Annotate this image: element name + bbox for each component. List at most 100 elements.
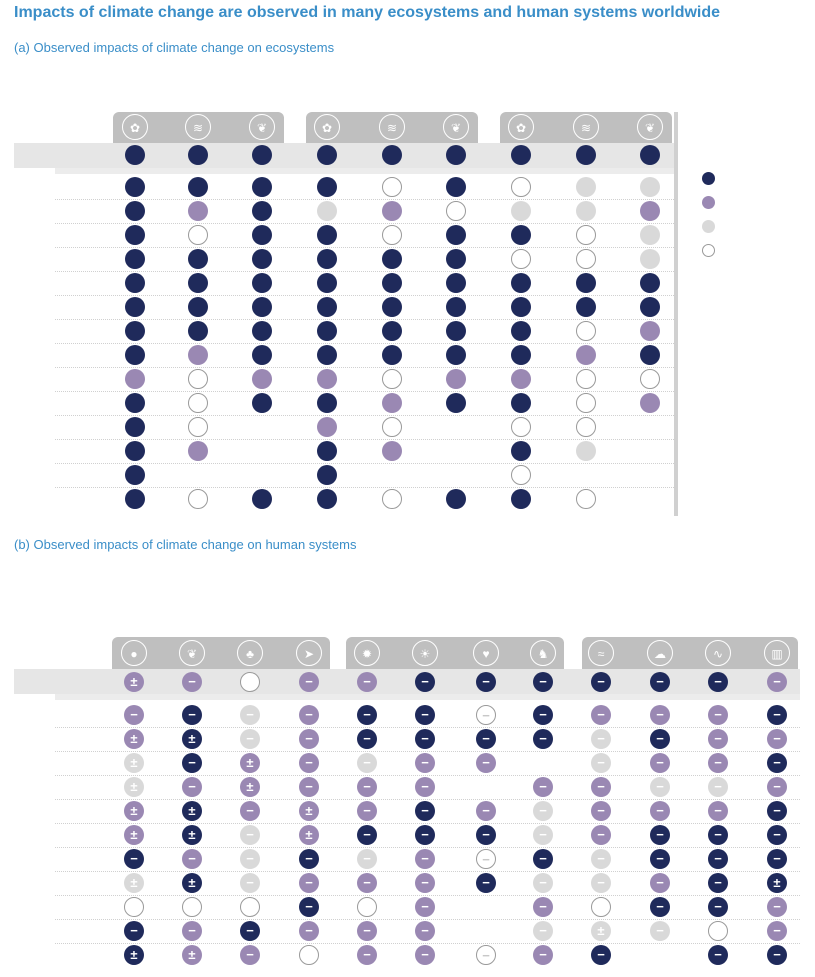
high-confidence-dot-adverse-impact: − bbox=[415, 729, 435, 749]
medium-confidence-dot-adverse-impact: − bbox=[357, 873, 377, 893]
limited-evidence-dot bbox=[382, 177, 402, 197]
high-confidence-dot-adverse-impact: − bbox=[708, 873, 728, 893]
high-confidence-dot bbox=[317, 393, 337, 413]
medium-confidence-dot bbox=[640, 393, 660, 413]
medium-confidence-dot-adverse-impact: − bbox=[357, 777, 377, 797]
high-confidence-dot bbox=[317, 321, 337, 341]
high-confidence-dot-adverse-impact: − bbox=[708, 897, 728, 917]
medium-confidence-dot-adverse-impact: − bbox=[415, 945, 435, 965]
row-divider bbox=[55, 823, 800, 825]
high-confidence-dot bbox=[640, 297, 660, 317]
medium-confidence-dot-adverse-impact: − bbox=[533, 897, 553, 917]
low-confidence-dot-adverse-impact: − bbox=[240, 873, 260, 893]
separator-band bbox=[55, 168, 674, 174]
high-confidence-dot bbox=[317, 297, 337, 317]
low-confidence-dot bbox=[511, 201, 531, 221]
medium-confidence-dot-adverse-impact: − bbox=[415, 873, 435, 893]
high-confidence-dot-adverse-impact: − bbox=[767, 945, 787, 965]
heat-figure-icon: ☀ bbox=[412, 640, 438, 666]
low-confidence-dot-adverse-impact: − bbox=[357, 753, 377, 773]
high-confidence-dot bbox=[125, 249, 145, 269]
limited-evidence-dot bbox=[708, 921, 728, 941]
limited-evidence-dot-adverse-impact: − bbox=[476, 849, 496, 869]
high-confidence-dot-adverse-impact: − bbox=[124, 921, 144, 941]
high-confidence-dot bbox=[252, 249, 272, 269]
high-confidence-dot-adverse-impact: − bbox=[357, 825, 377, 845]
low-confidence-dot-adverse-impact: − bbox=[591, 849, 611, 869]
row-divider bbox=[55, 463, 674, 465]
high-confidence-dot-adverse-impact: − bbox=[650, 897, 670, 917]
ocean-fish-icon: ❦ bbox=[637, 114, 663, 140]
high-confidence-dot-adverse-impact: − bbox=[708, 672, 728, 692]
low-confidence-dot-adverse-impact: − bbox=[650, 921, 670, 941]
medium-confidence-dot-adverse-impact: − bbox=[708, 705, 728, 725]
high-confidence-dot bbox=[125, 225, 145, 245]
high-confidence-dot bbox=[125, 489, 145, 509]
high-confidence-dot-mixed-impact: ± bbox=[182, 729, 202, 749]
high-confidence-dot-mixed-impact: ± bbox=[182, 801, 202, 821]
economy-chart-icon: ▥ bbox=[764, 640, 790, 666]
plant-circle-icon: ✿ bbox=[314, 114, 340, 140]
row-divider bbox=[55, 727, 800, 729]
high-confidence-dot bbox=[317, 489, 337, 509]
medium-confidence-dot-mixed-impact: ± bbox=[124, 825, 144, 845]
medium-confidence-dot-adverse-impact: − bbox=[415, 777, 435, 797]
high-confidence-dot-mixed-impact: ± bbox=[182, 873, 202, 893]
medium-confidence-dot-adverse-impact: − bbox=[767, 777, 787, 797]
high-confidence-dot-adverse-impact: − bbox=[650, 729, 670, 749]
medium-confidence-dot-adverse-impact: − bbox=[182, 921, 202, 941]
medium-confidence-dot-adverse-impact: − bbox=[591, 801, 611, 821]
limited-evidence-dot bbox=[511, 177, 531, 197]
limited-evidence-dot bbox=[576, 321, 596, 341]
high-confidence-dot-adverse-impact: − bbox=[476, 825, 496, 845]
high-confidence-dot bbox=[640, 145, 660, 165]
high-confidence-dot bbox=[188, 249, 208, 269]
row-divider bbox=[55, 487, 674, 489]
high-confidence-dot bbox=[640, 345, 660, 365]
high-confidence-dot bbox=[446, 297, 466, 317]
high-confidence-dot bbox=[382, 145, 402, 165]
high-confidence-dot bbox=[446, 393, 466, 413]
freshwater-reeds-icon: ≋ bbox=[379, 114, 405, 140]
separator-band bbox=[55, 694, 800, 700]
high-confidence-dot bbox=[511, 273, 531, 293]
high-confidence-dot bbox=[252, 201, 272, 221]
medium-confidence-dot-adverse-impact: − bbox=[357, 945, 377, 965]
limited-evidence-dot bbox=[188, 393, 208, 413]
medium-confidence-dot-adverse-impact: − bbox=[299, 777, 319, 797]
high-confidence-dot-adverse-impact: − bbox=[299, 897, 319, 917]
high-confidence-dot-adverse-impact: − bbox=[533, 849, 553, 869]
high-confidence-dot bbox=[252, 145, 272, 165]
medium-confidence-dot bbox=[317, 369, 337, 389]
medium-confidence-dot-mixed-impact: ± bbox=[240, 753, 260, 773]
high-confidence-dot bbox=[252, 321, 272, 341]
medium-confidence-dot-mixed-impact: ± bbox=[124, 729, 144, 749]
high-confidence-dot bbox=[640, 273, 660, 293]
medium-confidence-dot-legend bbox=[702, 196, 715, 209]
high-confidence-dot bbox=[446, 321, 466, 341]
limited-evidence-dot bbox=[446, 201, 466, 221]
medium-confidence-dot-adverse-impact: − bbox=[708, 729, 728, 749]
limited-evidence-dot bbox=[591, 897, 611, 917]
high-confidence-dot bbox=[511, 393, 531, 413]
limited-evidence-dot bbox=[240, 672, 260, 692]
medium-confidence-dot-mixed-impact: ± bbox=[240, 777, 260, 797]
high-confidence-dot bbox=[252, 393, 272, 413]
ocean-fish-icon: ❦ bbox=[249, 114, 275, 140]
limited-evidence-dot bbox=[382, 489, 402, 509]
row-divider bbox=[55, 391, 674, 393]
wheat-icon: ❦ bbox=[179, 640, 205, 666]
high-confidence-dot-adverse-impact: − bbox=[591, 945, 611, 965]
limited-evidence-dot-adverse-impact: − bbox=[476, 705, 496, 725]
high-confidence-dot-adverse-impact: − bbox=[299, 849, 319, 869]
low-confidence-dot-adverse-impact: − bbox=[240, 705, 260, 725]
medium-confidence-dot-adverse-impact: − bbox=[767, 672, 787, 692]
high-confidence-dot bbox=[125, 177, 145, 197]
high-confidence-dot-adverse-impact: − bbox=[767, 753, 787, 773]
medium-confidence-dot-adverse-impact: − bbox=[182, 777, 202, 797]
high-confidence-dot bbox=[511, 225, 531, 245]
row-divider bbox=[55, 199, 674, 201]
row-divider bbox=[55, 751, 800, 753]
high-confidence-dot-adverse-impact: − bbox=[767, 825, 787, 845]
limited-evidence-dot bbox=[640, 369, 660, 389]
